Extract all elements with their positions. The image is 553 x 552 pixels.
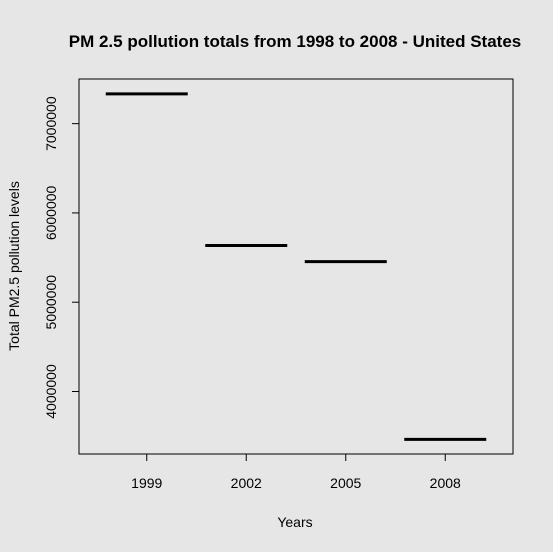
y-tick-label-4000000: 4000000 xyxy=(43,364,59,419)
y-tick-label-7000000: 7000000 xyxy=(43,96,59,151)
data-marks xyxy=(105,92,487,441)
chart-title: PM 2.5 pollution totals from 1998 to 200… xyxy=(69,32,521,51)
x-tick-label-2005: 2005 xyxy=(330,475,361,491)
y-tick-label-6000000: 6000000 xyxy=(43,185,59,240)
y-tick-label-5000000: 5000000 xyxy=(43,275,59,330)
x-tick-label-2008: 2008 xyxy=(430,475,461,491)
y-axis-label: Total PM2.5 pollution levels xyxy=(6,181,22,351)
x-axis: 1999 2002 2005 2008 xyxy=(131,454,461,491)
x-tick-label-2002: 2002 xyxy=(231,475,262,491)
x-tick-label-1999: 1999 xyxy=(131,475,162,491)
x-axis-label: Years xyxy=(277,514,312,530)
plot-frame xyxy=(78,78,514,455)
y-axis: 4000000 5000000 6000000 7000000 xyxy=(43,96,79,419)
